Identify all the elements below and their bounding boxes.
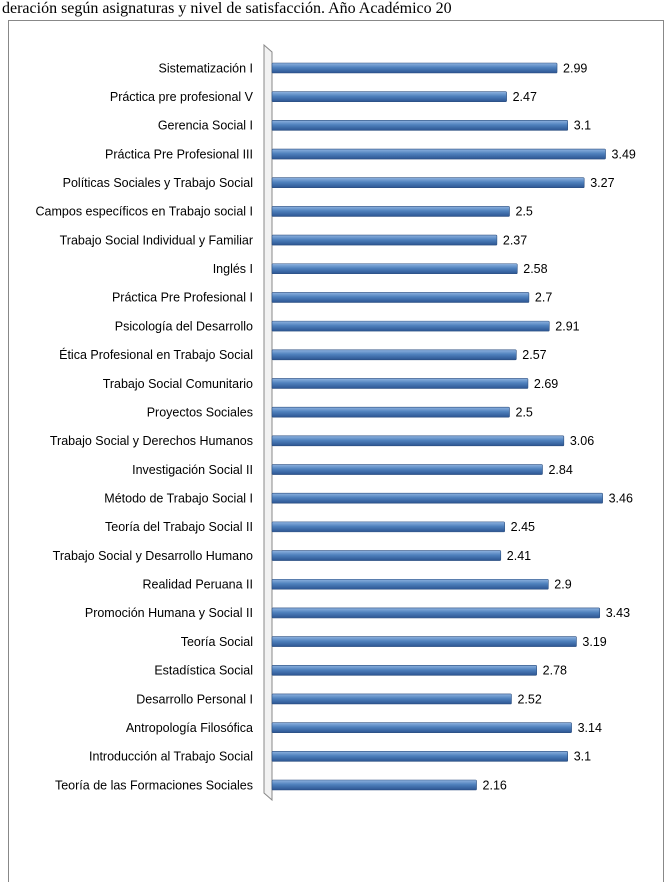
bar <box>271 664 537 676</box>
value-label: 3.49 <box>612 147 636 161</box>
chart-title: deración según asignaturas y nivel de sa… <box>2 0 452 17</box>
value-label: 3.46 <box>609 491 633 505</box>
value-label: 3.1 <box>574 750 591 764</box>
category-label: Trabajo Social y Derechos Humanos <box>50 434 253 448</box>
value-label: 2.84 <box>548 463 572 477</box>
bar <box>271 320 550 332</box>
value-label: 3.06 <box>570 434 594 448</box>
bar <box>271 62 558 74</box>
value-label: 2.5 <box>516 205 533 219</box>
value-label: 2.45 <box>511 520 535 534</box>
value-label: 2.78 <box>543 664 567 678</box>
chart-border <box>8 20 664 882</box>
category-label: Investigación Social II <box>132 463 253 477</box>
category-label: Teoría del Trabajo Social II <box>105 520 253 534</box>
category-label: Introducción al Trabajo Social <box>89 750 253 764</box>
bar <box>271 693 512 705</box>
bar <box>271 349 517 361</box>
value-label: 2.37 <box>503 233 527 247</box>
category-label: Método de Trabajo Social I <box>104 491 253 505</box>
category-label: Práctica Pre Profesional I <box>112 291 253 305</box>
bar <box>271 722 572 733</box>
bar <box>271 521 505 533</box>
value-label: 3.14 <box>578 721 602 735</box>
bar <box>271 177 585 189</box>
category-label: Trabajo Social Individual y Familiar <box>60 233 253 247</box>
value-label: 3.27 <box>590 176 614 190</box>
category-label: Trabajo Social y Desarrollo Humano <box>53 549 253 563</box>
bar <box>271 206 510 217</box>
category-label: Gerencia Social I <box>158 119 253 133</box>
category-label: Práctica Pre Profesional III <box>105 147 253 161</box>
category-label: Estadística Social <box>154 664 253 678</box>
value-label: 2.9 <box>554 578 571 592</box>
value-label: 2.58 <box>523 262 547 276</box>
value-label: 3.19 <box>582 635 606 649</box>
bar <box>271 578 549 590</box>
value-label: 2.47 <box>513 90 537 104</box>
category-label: Práctica pre profesional V <box>110 90 254 104</box>
axis-wall <box>263 43 273 802</box>
bar <box>271 292 530 303</box>
bar <box>271 779 477 791</box>
category-label: Teoría Social <box>181 635 253 649</box>
category-label: Desarrollo Personal I <box>136 692 253 706</box>
category-label: Ética Profesional en Trabajo Social <box>59 347 253 362</box>
category-label: Psicología del Desarrollo <box>115 319 253 333</box>
category-label: Proyectos Sociales <box>147 405 253 419</box>
category-label: Campos específicos en Trabajo social I <box>36 205 253 219</box>
bar <box>271 607 601 619</box>
bar <box>271 751 569 762</box>
category-label: Trabajo Social Comunitario <box>103 377 253 391</box>
bar <box>271 406 510 418</box>
category-label: Sistematización I <box>159 61 253 75</box>
category-label: Antropología Filosófica <box>126 721 253 735</box>
value-label: 2.69 <box>534 377 558 391</box>
category-label: Teoría de las Formaciones Sociales <box>55 778 253 792</box>
bar <box>271 636 577 647</box>
bar <box>271 234 498 246</box>
bar <box>271 464 543 475</box>
bar <box>271 263 518 275</box>
bar <box>271 492 603 504</box>
value-label: 3.1 <box>574 119 591 133</box>
bar <box>271 435 565 447</box>
value-label: 2.99 <box>563 61 587 75</box>
value-label: 2.16 <box>483 778 507 792</box>
bar <box>271 550 502 561</box>
bar <box>271 120 569 131</box>
bar <box>271 148 606 160</box>
category-label: Políticas Sociales y Trabajo Social <box>63 176 253 190</box>
bar <box>271 91 507 102</box>
value-label: 2.91 <box>555 319 579 333</box>
bar <box>271 378 529 389</box>
value-label: 3.43 <box>606 606 630 620</box>
value-label: 2.41 <box>507 549 531 563</box>
value-label: 2.57 <box>522 348 546 362</box>
category-label: Inglés I <box>213 262 253 276</box>
value-label: 2.7 <box>535 291 552 305</box>
category-label: Realidad Peruana II <box>143 578 254 592</box>
category-label: Promoción Humana y Social II <box>85 606 253 620</box>
value-label: 2.52 <box>517 692 541 706</box>
value-label: 2.5 <box>516 405 533 419</box>
